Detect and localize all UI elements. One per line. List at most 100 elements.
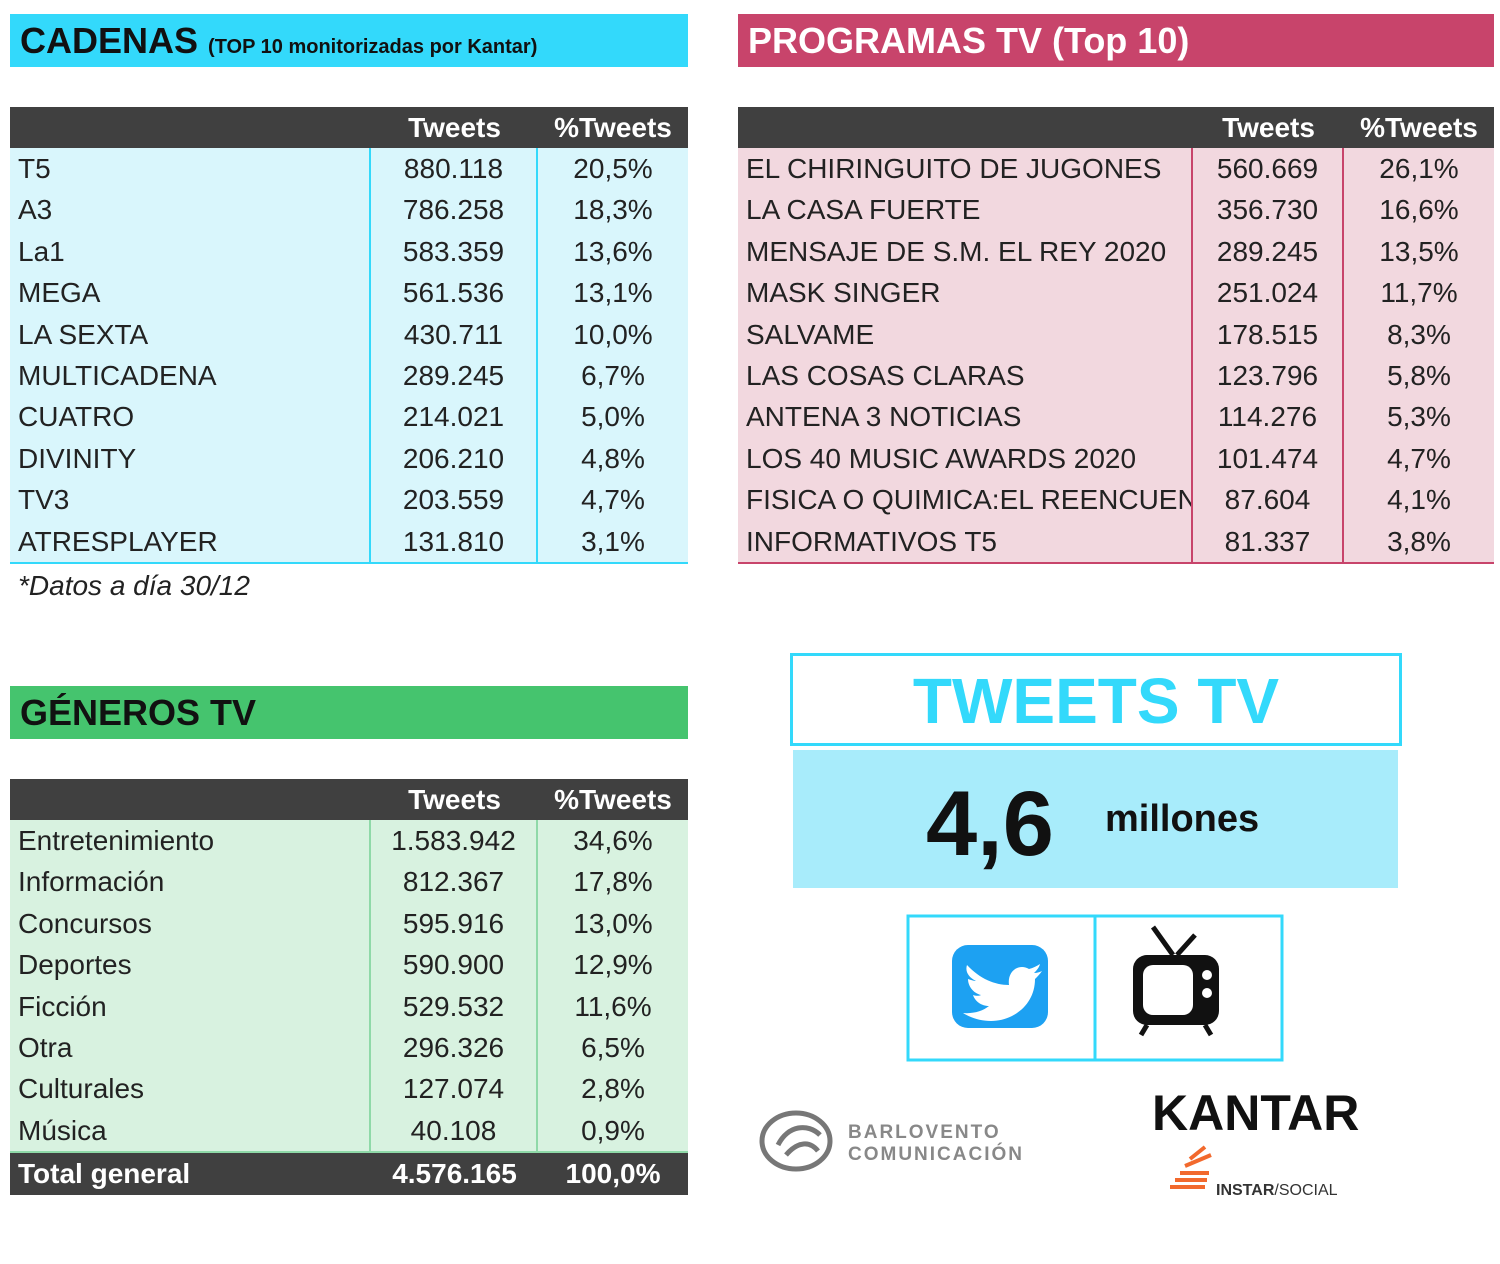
cell: EL CHIRINGUITO DE JUGONES [738, 148, 1193, 190]
cell: 289.245 [1193, 230, 1344, 273]
cell: Ficción [10, 985, 371, 1027]
table-row: Música 40.108 0,9% [10, 1109, 688, 1152]
programas-header: PROGRAMAS TV (Top 10) [738, 14, 1494, 67]
total-cell: 4.576.165 [392, 1158, 517, 1190]
table-row: LA CASA FUERTE 356.730 16,6% [738, 189, 1494, 231]
cell: 812.367 [371, 861, 538, 903]
tweets-tv-value: 4,6 [926, 773, 1054, 875]
total-row: Total general 4.576.165 100,0% [10, 1153, 688, 1195]
table-row: Información 812.367 17,8% [10, 861, 688, 903]
cell: Deportes [10, 944, 371, 986]
table-body: EL CHIRINGUITO DE JUGONES 560.669 26,1% LA … [738, 148, 1494, 564]
cadenas-subtitle: (TOP 10 monitorizadas por Kantar) [208, 36, 538, 58]
table-row: LA SEXTA 430.711 10,0% [10, 313, 688, 355]
tweets-tv-title: TWEETS TV [790, 653, 1402, 746]
header-cell: Tweets [408, 112, 501, 143]
cell: DIVINITY [10, 437, 371, 480]
tv-knob [1202, 970, 1212, 980]
cell: LA CASA FUERTE [738, 189, 1193, 231]
cell: 34,6% [573, 825, 653, 856]
cell: 880.118 [371, 148, 538, 190]
barlovento-ring [759, 1110, 833, 1172]
header-row: Tweets %Tweets [738, 107, 1494, 148]
cell: 560.669 [1193, 148, 1344, 190]
cell: T5 [10, 148, 371, 190]
table-row: FISICA O QUIMICA:EL REENCUEN 87.604 4,1% [738, 479, 1494, 521]
programas-table: Tweets %Tweets EL CHIRINGUITO DE JUGONES 56… [738, 107, 1494, 564]
table-row: ANTENA 3 NOTICIAS 114.276 5,3% [738, 396, 1494, 438]
cell: 786.258 [371, 189, 538, 231]
table-row: TV3 203.559 4,7% [10, 479, 688, 521]
cell: 0,9% [581, 1114, 645, 1146]
header-cell: %Tweets [1360, 112, 1478, 143]
cell: 296.326 [371, 1026, 538, 1069]
cell: 101.474 [1193, 437, 1344, 480]
cell: A3 [10, 189, 371, 231]
cell: 1.583.942 [371, 820, 538, 862]
table-row: SALVAME 178.515 8,3% [738, 313, 1494, 355]
header-row: Tweets %Tweets [10, 779, 688, 820]
cell: 81.337 [1193, 520, 1344, 562]
header-cell: %Tweets [554, 784, 672, 815]
cell: 10,0% [573, 318, 653, 350]
cadenas-title: CADENAS [20, 20, 199, 61]
instar-rays [1170, 1145, 1212, 1189]
tv-leg [1138, 1023, 1150, 1037]
barlovento-swirl [775, 1125, 822, 1157]
cell: 12,9% [573, 949, 653, 981]
cell: 87.604 [1193, 479, 1344, 521]
table-row: Otra 296.326 6,5% [10, 1026, 688, 1069]
cell: Culturales [10, 1068, 371, 1110]
cell: LAS COSAS CLARAS [738, 354, 1193, 397]
cell: 4,7% [581, 484, 645, 516]
tv-antenna [1150, 925, 1176, 957]
instar-social: /SOCIAL [1274, 1182, 1338, 1199]
table-row: MENSAJE DE S.M. EL REY 2020 289.245 13,5% [738, 230, 1494, 273]
cell: 356.730 [1193, 189, 1344, 231]
cell: Música [10, 1109, 371, 1152]
cell: 214.021 [371, 396, 538, 438]
note: *Datos a día 30/12 [18, 570, 250, 601]
cell: 251.024 [1193, 272, 1344, 314]
cell: Entretenimiento [10, 820, 371, 862]
barlovento-name: BARLOVENTO [848, 1122, 1001, 1143]
table-row: Concursos 595.916 13,0% [10, 902, 688, 945]
cell: FISICA O QUIMICA:EL REENCUEN [738, 479, 1193, 521]
cell: 6,5% [581, 1031, 645, 1063]
table-row: ATRESPLAYER 131.810 3,1% [10, 520, 688, 562]
header-cell: Tweets [1222, 112, 1315, 143]
programas-title: PROGRAMAS TV (Top 10) [748, 20, 1190, 61]
cell: MEGA [10, 272, 371, 314]
cell: 561.536 [371, 272, 538, 314]
cadenas-header: CADENAS (TOP 10 monitorizadas por Kantar… [10, 14, 688, 67]
tv-knob [1202, 988, 1212, 998]
header-cell [738, 107, 1193, 148]
table-row: LOS 40 MUSIC AWARDS 2020 101.474 4,7% [738, 437, 1494, 480]
cell: 13,0% [573, 907, 653, 939]
cell: 5,3% [1387, 401, 1451, 433]
cell: 595.916 [371, 902, 538, 945]
cell: 583.359 [371, 230, 538, 273]
table-row: MEGA 561.536 13,1% [10, 272, 688, 314]
table-row: INFORMATIVOS T5 81.337 3,8% [738, 520, 1494, 562]
cell: 18,3% [573, 194, 653, 226]
icons [906, 914, 1284, 1062]
cell: 4,1% [1387, 484, 1451, 516]
table-row: La1 583.359 13,6% [10, 230, 688, 273]
cell: 131.810 [371, 520, 538, 562]
cell: Concursos [10, 902, 371, 945]
table-row: A3 786.258 18,3% [10, 189, 688, 231]
cell: TV3 [10, 479, 371, 521]
cell: 11,6% [574, 990, 652, 1022]
tv-leg [1202, 1023, 1214, 1037]
cell: MENSAJE DE S.M. EL REY 2020 [738, 230, 1193, 273]
cell: 13,6% [573, 235, 653, 267]
cell: MASK SINGER [738, 272, 1193, 314]
table-row: MULTICADENA 289.245 6,7% [10, 354, 688, 397]
cell: 8,3% [1387, 318, 1451, 350]
cell: 5,8% [1387, 359, 1451, 391]
instar-logo: INSTAR/SOCIAL [1216, 1182, 1338, 1200]
cell: 20,5% [573, 153, 653, 184]
cell: Otra [10, 1026, 371, 1069]
